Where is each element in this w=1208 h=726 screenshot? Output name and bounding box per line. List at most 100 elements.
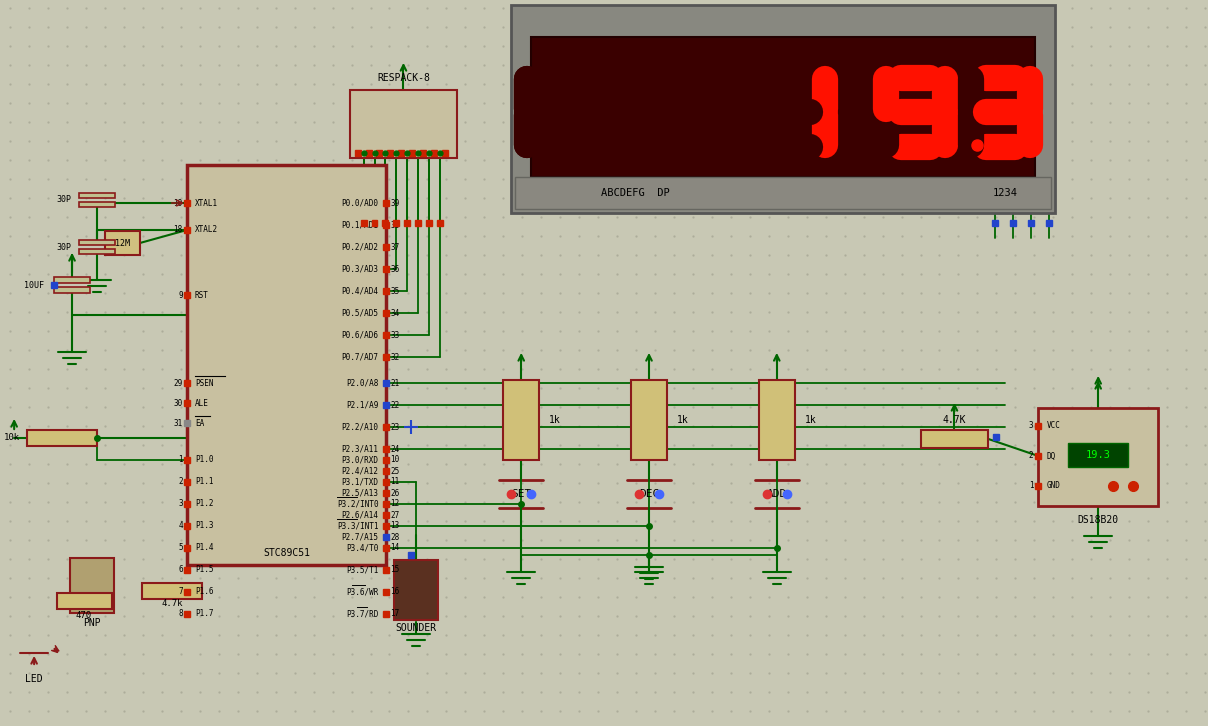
Text: P3.0/RXD: P3.0/RXD — [342, 455, 378, 465]
Bar — [516, 177, 1051, 209]
Text: 5: 5 — [179, 544, 182, 552]
Bar — [511, 5, 1056, 213]
Bar — [383, 402, 389, 408]
Bar — [383, 534, 389, 540]
Text: 31: 31 — [174, 418, 182, 428]
Text: 30P: 30P — [56, 195, 71, 205]
Text: 1: 1 — [179, 455, 182, 465]
Text: 25: 25 — [390, 467, 400, 476]
Text: 1: 1 — [1029, 481, 1033, 491]
Text: 29: 29 — [174, 378, 182, 388]
Bar — [184, 589, 190, 595]
Bar — [920, 430, 988, 448]
Bar — [377, 150, 383, 156]
Bar — [1028, 220, 1034, 226]
Bar — [184, 380, 190, 386]
Text: VCC: VCC — [1046, 422, 1061, 431]
Text: ADD: ADD — [767, 489, 786, 499]
Bar — [184, 420, 190, 426]
Text: P2.1/A9: P2.1/A9 — [347, 401, 378, 409]
Text: P3.1/TXD: P3.1/TXD — [342, 478, 378, 486]
Text: P1.2: P1.2 — [194, 499, 214, 508]
Text: 38: 38 — [390, 221, 400, 229]
Text: 22: 22 — [390, 401, 400, 409]
Bar — [383, 567, 389, 573]
Bar — [383, 244, 389, 250]
Bar — [410, 150, 416, 156]
Bar — [383, 545, 389, 551]
Text: 4.7k: 4.7k — [161, 600, 182, 608]
Bar — [383, 512, 389, 518]
Bar — [383, 490, 389, 496]
Text: 2: 2 — [1029, 452, 1033, 460]
Text: 1k: 1k — [676, 415, 689, 425]
Text: 10k: 10k — [4, 433, 21, 443]
Text: P3.3/INT1: P3.3/INT1 — [337, 521, 378, 531]
Bar — [504, 380, 539, 460]
Text: P3.4/T0: P3.4/T0 — [347, 544, 378, 552]
Bar — [383, 611, 389, 617]
Bar — [141, 583, 202, 599]
Text: 17: 17 — [390, 610, 400, 619]
Text: 4: 4 — [179, 521, 182, 531]
Bar — [383, 446, 389, 452]
Bar — [187, 165, 387, 565]
Bar — [759, 380, 795, 460]
Bar — [70, 558, 114, 613]
Text: P1.3: P1.3 — [194, 521, 214, 531]
Text: DQ: DQ — [1046, 452, 1056, 460]
Bar — [426, 220, 432, 226]
Text: 4.7K: 4.7K — [942, 415, 966, 425]
Text: 7: 7 — [179, 587, 182, 597]
Text: P3.7/RD: P3.7/RD — [347, 610, 378, 619]
Text: 37: 37 — [390, 242, 400, 251]
Text: P0.3/AD3: P0.3/AD3 — [342, 264, 378, 274]
Text: 3: 3 — [1029, 422, 1033, 431]
Text: LED: LED — [25, 674, 43, 684]
Text: 15: 15 — [390, 566, 400, 574]
Bar — [1035, 483, 1041, 489]
Text: 10UF: 10UF — [24, 280, 45, 290]
Text: P2.0/A8: P2.0/A8 — [347, 378, 378, 388]
Bar — [431, 150, 437, 156]
Text: DEC: DEC — [639, 489, 660, 499]
Bar — [383, 200, 389, 206]
Text: P0.1/AD1: P0.1/AD1 — [342, 221, 378, 229]
Text: SET: SET — [511, 489, 532, 499]
Text: 10: 10 — [390, 455, 400, 465]
Bar — [416, 220, 422, 226]
Text: SOUNDER: SOUNDER — [396, 623, 437, 633]
Text: PNP: PNP — [83, 618, 100, 628]
Text: ABCDEFG  DP: ABCDEFG DP — [602, 188, 670, 198]
Bar — [354, 150, 360, 156]
Bar — [51, 282, 57, 288]
Text: 24: 24 — [390, 444, 400, 454]
Text: GND: GND — [1046, 481, 1061, 491]
Bar — [1010, 220, 1016, 226]
Bar — [442, 150, 448, 156]
Bar — [383, 589, 389, 595]
Bar — [1046, 220, 1052, 226]
Text: P2.7/A15: P2.7/A15 — [342, 532, 378, 542]
Text: P0.6/AD6: P0.6/AD6 — [342, 330, 378, 340]
Bar — [79, 240, 115, 245]
Text: P1.4: P1.4 — [194, 544, 214, 552]
Text: 19: 19 — [174, 198, 182, 208]
Bar — [79, 193, 115, 198]
Text: 12: 12 — [390, 499, 400, 508]
Text: STC89C51: STC89C51 — [263, 548, 310, 558]
Bar — [1068, 443, 1128, 467]
Bar — [57, 593, 112, 609]
Text: 26: 26 — [390, 489, 400, 497]
Bar — [631, 380, 667, 460]
Text: P1.0: P1.0 — [194, 455, 214, 465]
Bar — [399, 150, 405, 156]
Text: DS18B20: DS18B20 — [1078, 515, 1119, 525]
Text: P1.7: P1.7 — [194, 610, 214, 619]
Text: 9: 9 — [179, 290, 182, 300]
Bar — [366, 150, 372, 156]
Text: 8: 8 — [179, 610, 182, 619]
Bar — [388, 150, 394, 156]
Text: P1.6: P1.6 — [194, 587, 214, 597]
Bar — [79, 202, 115, 207]
